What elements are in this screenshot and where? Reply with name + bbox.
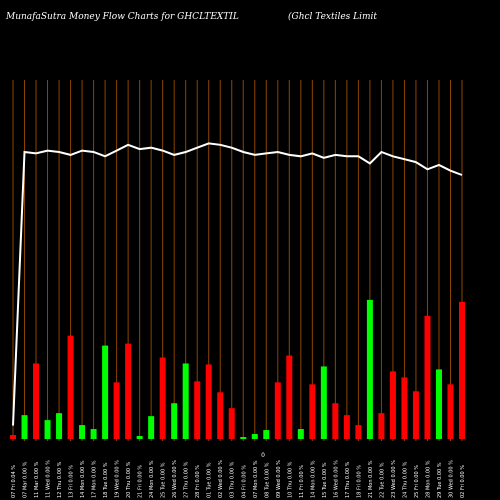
x-tick-label: 18 Fri 0.00 % <box>356 465 362 498</box>
volume-bar <box>251 434 258 439</box>
x-tick-label: 28 Fri 0.00 % <box>195 465 201 498</box>
x-tick-label: 16 Wed 0.00 % <box>333 460 339 498</box>
x-tick-label: 02 Fri 0.00 % <box>460 465 466 498</box>
volume-bar <box>297 429 304 439</box>
x-tick-label: 19 Wed 0.00 % <box>115 460 121 498</box>
volume-bar <box>343 415 350 439</box>
price-line <box>12 142 463 426</box>
x-tick-label: 07 Mon 0.00 % <box>253 460 259 498</box>
volume-bar <box>67 335 74 439</box>
x-tick-label: 28 Mon 0.00 % <box>425 460 431 498</box>
volume-bar <box>412 391 419 439</box>
volume-bar <box>148 416 155 439</box>
x-tick-label: 10 Thu 0.00 % <box>287 461 293 498</box>
x-tick-label: 21 Fri 0.00 % <box>138 465 144 498</box>
volume-bar <box>263 430 270 439</box>
volume-bar <box>435 369 442 439</box>
x-tick-label: 01 Tue 0.00 % <box>207 462 213 498</box>
x-tick-label: 15 Tue 0.00 % <box>322 462 328 498</box>
volume-bar <box>274 382 281 439</box>
x-tick-label: 11 Fri 0.00 % <box>299 465 305 498</box>
volume-bar <box>424 315 431 439</box>
volume-bar <box>90 429 97 439</box>
x-tick-label: 17 Mon 0.00 % <box>92 460 98 498</box>
volume-bar <box>447 384 454 439</box>
volume-bar <box>44 420 51 439</box>
volume-bar <box>228 408 235 439</box>
x-tick-label: 04 Fri 0.00 % <box>241 465 247 498</box>
volume-bar <box>10 435 16 439</box>
volume-bar <box>401 377 408 439</box>
x-tick-label: 21 Mon 0.00 % <box>368 460 374 498</box>
x-tick-label: 11 Wed 0.00 % <box>46 460 52 498</box>
x-tick-label: 26 Wed 0.00 % <box>172 460 178 498</box>
x-tick-label: 22 Tue 0.00 % <box>379 462 385 498</box>
volume-bar <box>366 299 373 439</box>
x-tick-label: 07 Fri 0.04 % <box>11 465 17 498</box>
x-tick-label: 02 Wed 0.00 % <box>218 460 224 498</box>
volume-bar <box>136 436 143 439</box>
volume-bar <box>332 403 339 439</box>
volume-bar <box>320 366 327 439</box>
x-tick-label: 07 Mar 0.00 % <box>23 461 29 498</box>
x-tick-label: 20 Thu 0.00 % <box>126 461 132 498</box>
volume-bar <box>205 364 212 439</box>
volume-bar <box>113 382 120 439</box>
volume-bar <box>171 403 178 439</box>
volume-bar <box>79 425 86 439</box>
x-tick-label: 08 Tue 0.00 % <box>264 462 270 498</box>
volume-bar <box>309 384 316 439</box>
volume-bar <box>459 301 465 439</box>
x-tick-label: 12 Thu 0.00 % <box>57 461 63 498</box>
x-tick-label: 27 Thu 0.00 % <box>184 461 190 498</box>
x-tick-label: 03 Thu 0.00 % <box>230 461 236 498</box>
volume-bar <box>33 363 40 439</box>
x-tick-label: 14 Mon 0.00 % <box>80 460 86 498</box>
chart-title: MunafaSutra Money Flow Charts for GHCLTE… <box>6 12 239 22</box>
x-tick-label: 24 Thu 0.00 % <box>402 461 408 498</box>
x-tick-label: 25 Fri 0.00 % <box>414 465 420 498</box>
volume-bar <box>182 363 189 439</box>
company-name: (Ghcl Textiles Limit <box>288 12 378 22</box>
x-tick-label: 25 Tue 0.00 % <box>161 462 167 498</box>
volume-bar <box>286 355 293 439</box>
x-tick-label: 24 Mon 0.00 % <box>149 460 155 498</box>
x-tick-label: 09 Wed 0.00 % <box>276 460 282 498</box>
volume-bar <box>102 345 109 439</box>
volume-bar <box>21 415 28 439</box>
x-tick-label: 29 Tue 0.00 % <box>437 462 443 498</box>
x-tick-label: 14 Mon 0.00 % <box>310 460 316 498</box>
volume-bar <box>194 381 201 439</box>
volume-bar <box>56 413 63 439</box>
x-tick-label: 11 Mar 0.00 % <box>34 461 40 498</box>
volume-bar <box>389 371 396 439</box>
volume-bar <box>217 392 224 439</box>
x-tick-label: 18 Tue 0.00 % <box>103 462 109 498</box>
volume-bar <box>355 425 362 439</box>
x-tick-label: 13 Fri 0.00 % <box>69 465 75 498</box>
volume-bar <box>159 357 166 439</box>
x-tick-label: 17 Thu 0.00 % <box>345 461 351 498</box>
volume-bar <box>240 437 247 439</box>
zero-label: 0 <box>261 452 265 459</box>
x-tick-label: 30 Wed 0.00 % <box>448 460 454 498</box>
volume-bar <box>378 413 385 439</box>
volume-bar <box>125 343 132 439</box>
x-tick-label: 23 Wed 0.00 % <box>391 460 397 498</box>
